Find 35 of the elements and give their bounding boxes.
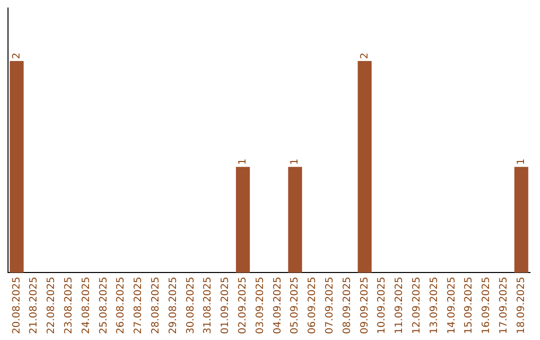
x-tick-label: 03.09.2025	[254, 276, 266, 334]
x-tick-label: 31.08.2025	[202, 276, 214, 334]
x-tick-label: 01.09.2025	[220, 276, 232, 334]
x-tick-label: 06.09.2025	[307, 276, 318, 334]
x-tick-label: 02.09.2025	[237, 276, 248, 334]
x-tick-label: 16.09.2025	[481, 276, 492, 334]
x-tick-label: 13.09.2025	[428, 276, 440, 334]
x-tick-label: 23.08.2025	[63, 276, 74, 334]
x-tick-label: 10.09.2025	[376, 276, 388, 334]
x-tick-label: 24.08.2025	[80, 276, 92, 334]
x-tick-label: 14.09.2025	[446, 276, 458, 334]
data-label: 1	[516, 158, 527, 165]
x-tick-label: 05.09.2025	[290, 276, 301, 334]
x-tick-label: 30.08.2025	[185, 276, 196, 334]
x-tick-label: 21.08.2025	[28, 276, 40, 334]
data-label: 2	[11, 52, 22, 59]
x-tick-label: 25.08.2025	[98, 276, 110, 334]
x-tick-label: 07.09.2025	[324, 276, 336, 334]
x-tick-label: 28.08.2025	[150, 276, 162, 334]
x-tick-label: 27.08.2025	[133, 276, 144, 334]
x-tick-label: 17.09.2025	[498, 276, 510, 334]
x-tick-label: 15.09.2025	[464, 276, 475, 334]
x-tick-label: 20.08.2025	[11, 276, 22, 334]
data-label: 2	[359, 52, 370, 59]
x-tick-label: 29.08.2025	[168, 276, 179, 334]
data-label: 1	[290, 158, 301, 165]
data-label: 1	[237, 158, 248, 165]
x-tick-label: 08.09.2025	[342, 276, 353, 334]
x-tick-label: 11.09.2025	[394, 276, 406, 334]
x-tick-label: 04.09.2025	[272, 276, 284, 334]
x-tick-label: 22.08.2025	[46, 276, 58, 334]
x-tick-label: 12.09.2025	[411, 276, 422, 334]
x-tick-label: 26.08.2025	[116, 276, 127, 334]
x-tick-label: 18.09.2025	[516, 276, 527, 334]
x-tick-label: 09.09.2025	[359, 276, 370, 334]
